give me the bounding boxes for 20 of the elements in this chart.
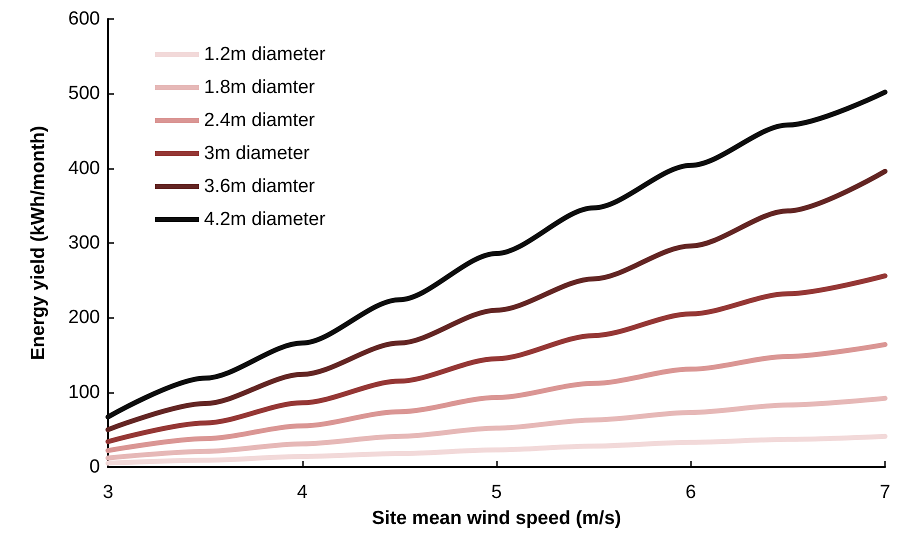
y-tick-label: 200 bbox=[68, 307, 100, 328]
x-tick-label: 7 bbox=[880, 482, 890, 503]
x-tick-label: 5 bbox=[491, 482, 502, 503]
x-tick-label: 3 bbox=[102, 482, 114, 503]
y-tick-label: 600 bbox=[68, 8, 100, 30]
y-tick-label: 400 bbox=[68, 158, 100, 179]
x-axis-title: Site mean wind speed (m/s) bbox=[372, 508, 622, 529]
legend-label: 3.6m diamter bbox=[204, 176, 316, 197]
legend-label: 4.2m diameter bbox=[204, 209, 326, 230]
y-tick-label: 0 bbox=[89, 456, 100, 478]
legend-label: 1.8m diamter bbox=[204, 77, 316, 98]
legend-label: 2.4m diamter bbox=[204, 110, 316, 131]
x-tick-label: 6 bbox=[685, 482, 696, 503]
legend-label: 1.2m diameter bbox=[204, 44, 326, 65]
y-tick-label: 500 bbox=[68, 83, 100, 104]
x-tick-label: 4 bbox=[296, 482, 308, 503]
legend-label: 3m diameter bbox=[204, 143, 310, 164]
y-tick-label: 100 bbox=[68, 382, 100, 403]
y-axis-title: Energy yield (kWh/month) bbox=[28, 126, 49, 360]
y-tick-label: 300 bbox=[68, 232, 100, 254]
